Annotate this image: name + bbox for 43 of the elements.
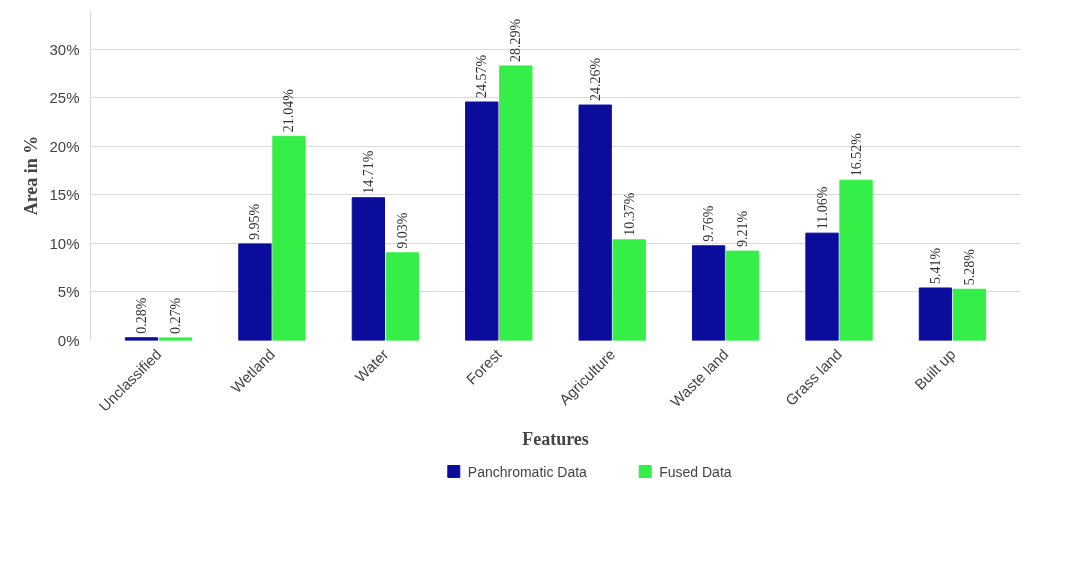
x-axis-title: Features	[522, 428, 589, 449]
data-label: 21.04%	[281, 88, 297, 133]
data-label: 14.71%	[360, 150, 376, 194]
data-label: 5.28%	[961, 248, 977, 286]
data-label: 9.03%	[394, 212, 410, 249]
bar	[124, 337, 159, 341]
bar	[805, 232, 839, 341]
bar	[952, 288, 987, 341]
y-axis-title: Area in %	[21, 135, 42, 216]
legend-label: Panchromatic Data	[467, 463, 588, 480]
y-tick-label: 20%	[49, 137, 80, 155]
data-label: 10.37%	[621, 192, 637, 236]
data-label: 0.28%	[134, 297, 150, 334]
data-label: 24.57%	[474, 54, 490, 99]
data-label: 0.27%	[168, 297, 184, 334]
bar	[691, 245, 726, 341]
bar	[272, 135, 306, 341]
data-label: 9.76%	[701, 205, 717, 242]
bar	[725, 250, 760, 341]
data-label: 9.21%	[735, 210, 751, 248]
data-label: 11.06%	[814, 186, 830, 230]
bar	[158, 337, 193, 341]
y-tick-label: 15%	[49, 186, 80, 204]
y-tick-label: 30%	[49, 40, 80, 58]
y-tick-label: 5%	[57, 283, 80, 301]
data-label: 5.41%	[927, 247, 943, 284]
bar	[499, 65, 533, 341]
bar	[578, 104, 612, 341]
data-label: 24.26%	[587, 57, 603, 102]
bar	[238, 243, 272, 341]
y-tick-label: 10%	[49, 234, 80, 252]
bar	[351, 197, 386, 341]
bar	[612, 239, 646, 341]
legend-label: Fused Data	[659, 463, 732, 480]
bar	[465, 101, 499, 341]
bar	[385, 252, 420, 341]
y-tick-label: 0%	[57, 332, 80, 349]
data-label: 28.29%	[508, 18, 524, 62]
data-label: 9.95%	[247, 203, 263, 240]
data-label: 16.52%	[848, 132, 864, 177]
bar	[918, 287, 953, 341]
bar	[839, 179, 873, 341]
y-tick-label: 25%	[49, 89, 80, 107]
